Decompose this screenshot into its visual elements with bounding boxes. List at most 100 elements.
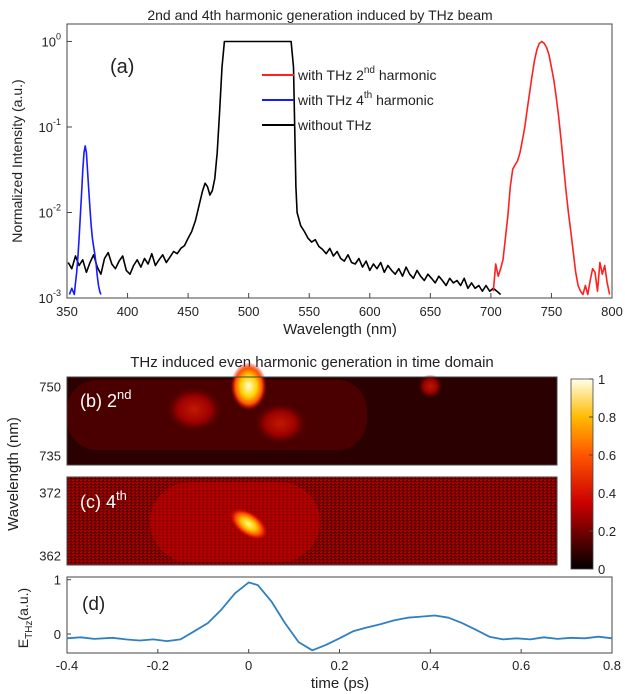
- a-legend-text: with THz 2: [297, 67, 364, 83]
- a-legend-sup: nd: [364, 65, 375, 76]
- d-x-tick-label: 0.4: [421, 658, 439, 673]
- colorbar-gradient: [570, 378, 594, 570]
- panel-b-ylabel: Wavelength (nm): [5, 417, 22, 531]
- b-heat-blob: [166, 387, 223, 432]
- cb-tick-label: 1: [598, 372, 605, 387]
- panel-b: (b) 2nd 750 735 Wavelength (nm): [5, 362, 558, 531]
- panel-a-xlabel: Wavelength (nm): [283, 321, 397, 338]
- panel-c-frame: [66, 476, 558, 566]
- panel-c-y-ticks: 372 362: [39, 486, 61, 564]
- panel-a-title: 2nd and 4th harmonic generation induced …: [147, 7, 492, 23]
- c-heat-blob: [229, 508, 268, 541]
- a-y-tick-base: 10: [39, 205, 53, 220]
- panel-d-ylabel-post: (a.u.): [15, 588, 31, 621]
- a-legend-text-end: harmonic: [372, 92, 433, 108]
- panel-d-xlabel: time (ps): [311, 675, 369, 692]
- panel-b-label: (b) 2nd: [80, 387, 131, 411]
- a-x-tick-label: 350: [56, 304, 78, 319]
- panel-d-x-ticks: -0.4 -0.2 0 0.2 0.4 0.6 0.8: [56, 649, 621, 673]
- c-y-tick-label: 372: [39, 486, 61, 501]
- a-y-tick-exp: -3: [53, 288, 61, 298]
- panel-b-label-sup: nd: [117, 387, 131, 402]
- d-x-tick-label: 0.6: [512, 658, 530, 673]
- d-x-tick-label: -0.4: [56, 658, 78, 673]
- panel-d-label: (d): [82, 594, 105, 615]
- a-y-tick-label: 10-2: [39, 202, 61, 220]
- c-y-tick-label: 362: [39, 549, 61, 564]
- b-y-tick-label: 750: [39, 379, 61, 394]
- d-x-tick-label: 0.8: [603, 658, 621, 673]
- a-series-line-0: [492, 40, 611, 296]
- panel-c-label-main: (c) 4: [80, 492, 116, 512]
- d-x-tick-label: -0.2: [147, 658, 169, 673]
- panel-d-frame: [66, 576, 613, 654]
- d-y-tick-label: 0: [54, 627, 61, 642]
- panel-a-lines: [67, 40, 611, 296]
- a-y-tick-base: 10: [42, 34, 56, 49]
- a-legend-label: with THz 2nd harmonic: [297, 65, 436, 83]
- a-legend-label: without THz: [297, 117, 372, 133]
- cb-tick-label: 0.2: [598, 524, 616, 539]
- a-x-tick-label: 500: [238, 304, 260, 319]
- b-heat-blob: [230, 362, 267, 411]
- panel-b-blobs: [166, 362, 443, 444]
- d-series-line-0: [66, 581, 613, 652]
- d-x-tick-label: 0: [245, 658, 252, 673]
- a-legend-text: with THz 4: [297, 92, 364, 108]
- cb-tick-label: 0.4: [598, 486, 616, 501]
- a-legend-label: with THz 4th harmonic: [297, 90, 434, 108]
- panel-a-ylabel: Normalized Intensity (a.u.): [9, 79, 25, 242]
- panel-c-label-sup: th: [116, 488, 127, 503]
- a-x-tick-label: 600: [359, 304, 381, 319]
- a-x-tick-label: 450: [177, 304, 199, 319]
- a-y-tick-label: 100: [42, 31, 61, 49]
- a-series-line-1: [68, 145, 102, 296]
- cb-tick-label: 0.6: [598, 448, 616, 463]
- a-series-line-2: [67, 40, 502, 296]
- b-y-tick-label: 735: [39, 449, 61, 464]
- panel-a: 2nd and 4th harmonic generation induced …: [9, 7, 623, 338]
- panel-c: (c) 4th 372 362: [39, 476, 558, 566]
- panel-d-ylabel-base: E: [15, 639, 31, 648]
- a-y-tick-exp: 0: [56, 31, 61, 41]
- panel-d-y-ticks: 10: [54, 573, 71, 642]
- panel-d-ylabel-sub: THz: [24, 621, 35, 639]
- panel-a-x-ticks: 350 400 450 500 550 600 650 700 750 800: [56, 293, 623, 319]
- a-x-tick-label: 800: [601, 304, 623, 319]
- d-y-tick-label: 1: [54, 573, 61, 588]
- colorbar-ticks: 1 0.8 0.6 0.4 0.2 0: [589, 372, 616, 577]
- a-y-tick-exp: -2: [53, 202, 61, 212]
- b-heat-blob: [254, 403, 307, 444]
- a-y-tick-label: 10-1: [39, 117, 61, 135]
- a-x-tick-label: 700: [480, 304, 502, 319]
- panel-d-lines: [66, 581, 613, 652]
- heatmap-title: THz induced even harmonic generation in …: [130, 354, 494, 371]
- cb-tick-label: 0: [598, 562, 605, 577]
- a-legend-text-end: harmonic: [375, 67, 436, 83]
- a-y-tick-exp: -1: [53, 117, 61, 127]
- a-legend-sup: th: [364, 90, 372, 101]
- a-x-tick-label: 650: [419, 304, 441, 319]
- cb-tick-label: 0.8: [598, 410, 616, 425]
- panel-a-label: (a): [110, 56, 134, 78]
- a-legend-text: without THz: [297, 117, 372, 133]
- b-heat-blob: [418, 374, 443, 399]
- panel-c-label: (c) 4th: [80, 488, 127, 512]
- panel-b-label-main: (b) 2: [80, 391, 117, 411]
- panel-b-y-ticks: 750 735: [39, 379, 61, 463]
- colorbar: 1 0.8 0.6 0.4 0.2 0: [570, 372, 616, 577]
- a-y-tick-base: 10: [39, 291, 53, 306]
- d-x-tick-label: 0.2: [330, 658, 348, 673]
- panel-c-blobs: [229, 508, 268, 541]
- panel-b-frame: [66, 376, 558, 466]
- panel-d-ylabel: ETHz(a.u.): [15, 588, 35, 648]
- a-y-tick-base: 10: [39, 120, 53, 135]
- a-x-tick-label: 750: [541, 304, 563, 319]
- a-x-tick-label: 400: [117, 304, 139, 319]
- a-y-tick-label: 10-3: [39, 288, 61, 306]
- a-x-tick-label: 550: [298, 304, 320, 319]
- panel-a-frame: [66, 23, 613, 299]
